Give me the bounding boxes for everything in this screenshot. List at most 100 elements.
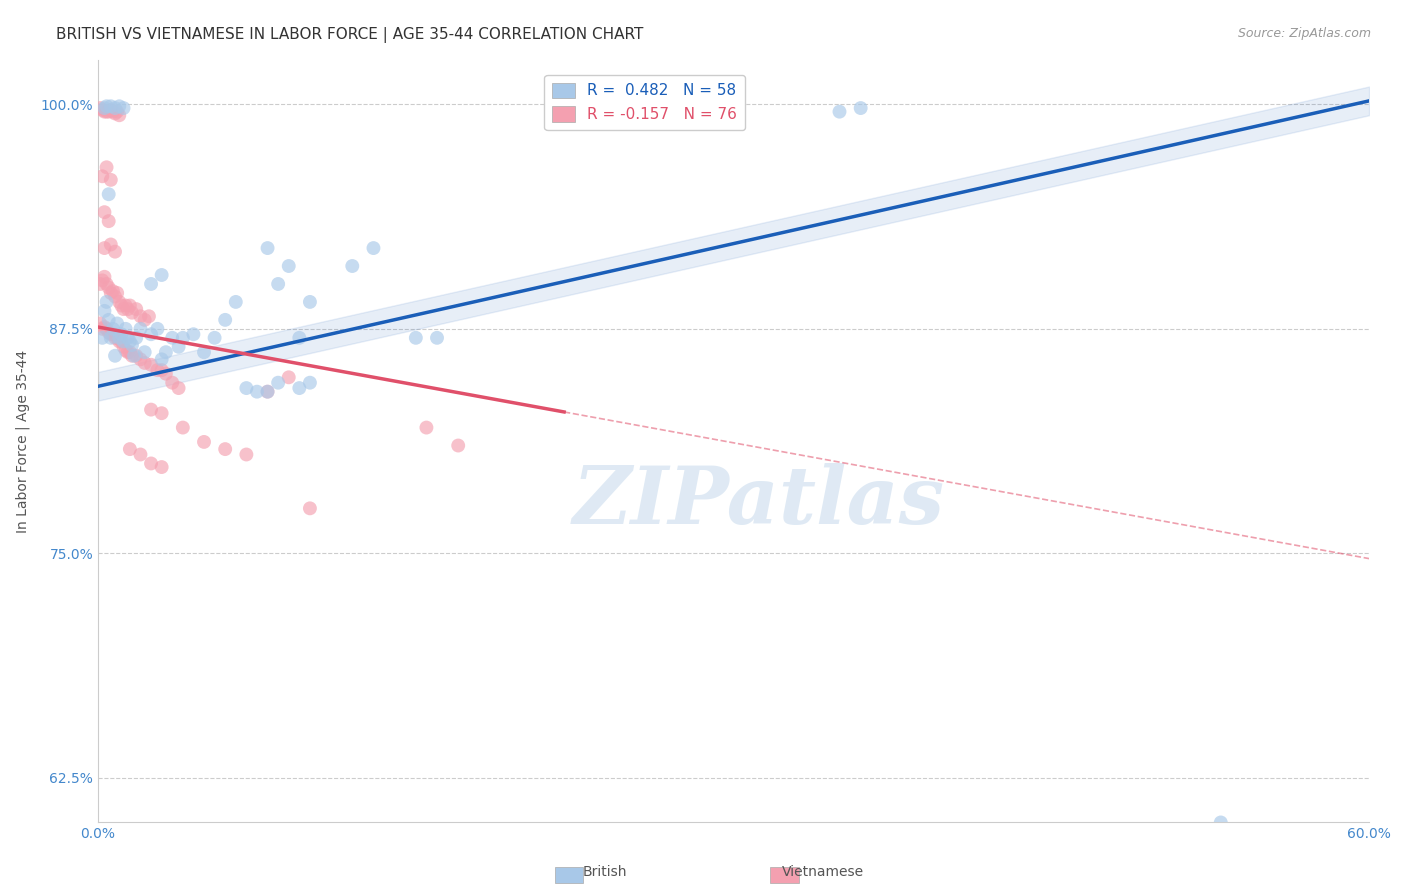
Point (101, 322, 124, 336)
Point (112, 334, 135, 349)
Point (105, 104, 128, 119)
Point (89, 277, 111, 291)
Point (1104, 851, 1126, 865)
Point (110, 334, 132, 349)
Point (114, 298, 136, 312)
Point (118, 345, 141, 359)
Point (100, 331, 122, 345)
Point (118, 442, 141, 456)
Point (93, 269, 115, 284)
Point (162, 376, 184, 390)
Point (125, 302, 148, 317)
Point (97, 280, 120, 294)
Point (108, 294, 131, 309)
Point (96, 104, 118, 119)
Point (96, 277, 118, 291)
Point (235, 381, 257, 395)
Point (108, 331, 131, 345)
Point (298, 294, 321, 309)
Point (93, 241, 115, 255)
Point (104, 349, 127, 363)
Point (118, 298, 141, 312)
Point (93, 320, 115, 334)
Point (204, 331, 226, 345)
Point (235, 448, 257, 462)
Point (342, 259, 364, 273)
Point (193, 345, 215, 359)
Point (96, 294, 118, 309)
Point (117, 345, 139, 359)
Point (101, 104, 124, 119)
Point (112, 101, 135, 115)
Point (415, 420, 437, 434)
Point (104, 331, 127, 345)
Point (162, 331, 184, 345)
Point (114, 343, 136, 358)
Point (139, 358, 162, 372)
Point (167, 340, 190, 354)
Point (121, 349, 143, 363)
Point (91, 169, 114, 184)
Point (214, 313, 236, 327)
Point (110, 327, 132, 342)
Point (150, 460, 173, 475)
Point (91, 322, 114, 336)
Point (363, 241, 385, 255)
Point (100, 327, 122, 342)
Point (118, 334, 141, 349)
Point (134, 313, 156, 327)
Point (121, 306, 143, 320)
Point (108, 334, 131, 349)
Point (139, 277, 162, 291)
Point (93, 304, 115, 318)
Point (93, 205, 115, 219)
Point (100, 99, 122, 113)
Point (1209, 815, 1232, 830)
Point (101, 284, 124, 298)
Point (104, 289, 127, 303)
Text: British: British (582, 864, 627, 879)
Point (277, 370, 299, 384)
Point (91, 103, 114, 117)
Point (129, 310, 152, 324)
Point (122, 349, 145, 363)
Point (105, 331, 128, 345)
Point (150, 406, 173, 420)
Point (183, 327, 205, 342)
Point (288, 331, 311, 345)
Legend: R =  0.482   N = 58, R = -0.157   N = 76: R = 0.482 N = 58, R = -0.157 N = 76 (544, 75, 745, 129)
Point (256, 384, 278, 399)
Point (117, 302, 139, 317)
Point (267, 277, 290, 291)
Point (129, 322, 152, 336)
Point (129, 352, 152, 367)
Point (256, 241, 278, 255)
Point (89, 317, 111, 331)
Point (104, 101, 127, 115)
Point (108, 99, 131, 113)
Point (114, 322, 136, 336)
Text: Source: ZipAtlas.com: Source: ZipAtlas.com (1237, 27, 1371, 40)
Point (108, 108, 131, 122)
Point (298, 501, 321, 516)
Point (100, 103, 122, 117)
Point (100, 173, 122, 187)
Point (93, 104, 115, 119)
Point (214, 442, 236, 456)
Point (91, 273, 114, 287)
Point (97, 187, 120, 202)
Point (129, 448, 152, 462)
Point (97, 104, 120, 119)
Point (138, 310, 160, 324)
Point (193, 434, 215, 449)
Point (426, 331, 449, 345)
Point (134, 356, 156, 370)
Point (97, 214, 120, 228)
Point (112, 302, 135, 317)
Point (146, 322, 169, 336)
Point (117, 331, 139, 345)
Point (89, 101, 111, 115)
Point (155, 345, 177, 359)
Point (97, 313, 120, 327)
Point (105, 317, 128, 331)
